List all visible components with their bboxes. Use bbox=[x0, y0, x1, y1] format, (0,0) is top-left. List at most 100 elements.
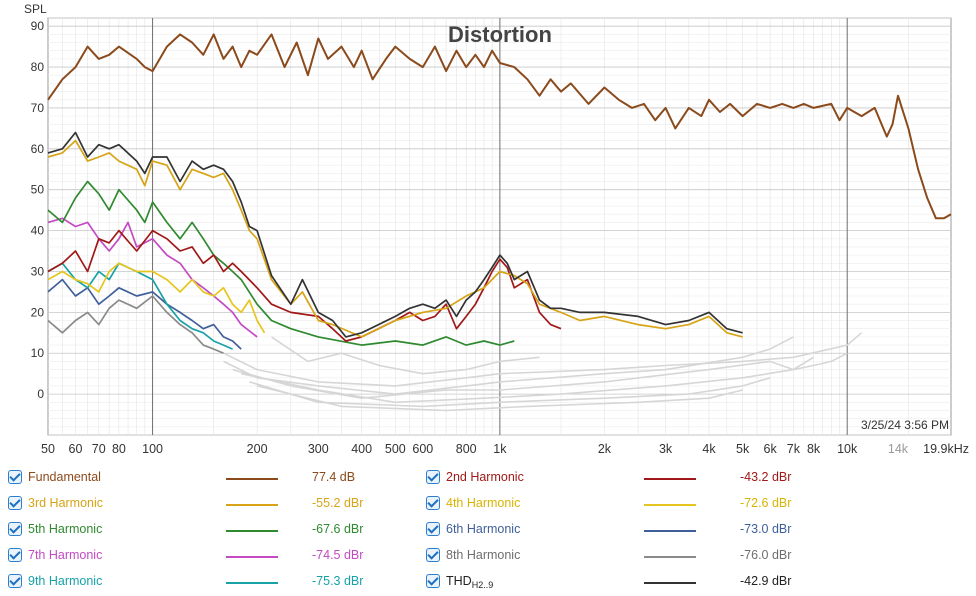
y-tick-label: 50 bbox=[31, 183, 45, 197]
legend-value: 77.4 dB bbox=[312, 470, 356, 484]
legend-label: 7th Harmonic bbox=[28, 548, 103, 562]
legend-checkbox[interactable] bbox=[426, 574, 440, 588]
legend-value: -75.3 dBr bbox=[312, 574, 364, 588]
legend-checkbox[interactable] bbox=[8, 496, 22, 510]
legend-label: 4th Harmonic bbox=[446, 496, 521, 510]
legend-swatch-line bbox=[644, 530, 696, 532]
legend-checkbox[interactable] bbox=[426, 548, 440, 562]
legend-item-8th-harmonic: 8th Harmonic -76.0 dBr bbox=[426, 544, 846, 566]
noise-trace bbox=[223, 336, 794, 395]
legend-swatch-line bbox=[644, 582, 696, 584]
noise-trace bbox=[249, 377, 771, 408]
legend-swatch-line bbox=[226, 504, 278, 506]
x-tick-label: 50 bbox=[41, 442, 55, 456]
legend-value: -74.5 dBr bbox=[312, 548, 364, 562]
legend-swatch-line bbox=[644, 478, 696, 480]
y-tick-label: 0 bbox=[37, 387, 44, 401]
legend-checkbox[interactable] bbox=[8, 522, 22, 536]
legend-checkbox[interactable] bbox=[426, 522, 440, 536]
y-tick-label: 30 bbox=[31, 264, 45, 278]
x-tick-label: 70 bbox=[92, 442, 106, 456]
legend-checkbox[interactable] bbox=[8, 548, 22, 562]
x-tick-label: 6k bbox=[764, 442, 778, 456]
legend-value: -76.0 dBr bbox=[740, 548, 792, 562]
y-tick-label: 90 bbox=[31, 19, 45, 33]
series-line-fundamental bbox=[47, 33, 952, 220]
legend-value: -72.6 dBr bbox=[740, 496, 792, 510]
x-tick-label: 2k bbox=[598, 442, 612, 456]
series-lines bbox=[47, 33, 952, 354]
legend-value: -67.6 dBr bbox=[312, 522, 364, 536]
y-tick-label: 40 bbox=[31, 224, 45, 238]
series-line-5th-harmonic bbox=[47, 180, 515, 346]
x-tick-label: 14k bbox=[888, 442, 909, 456]
x-tick-label: 3k bbox=[659, 442, 673, 456]
y-tick-label: 10 bbox=[31, 346, 45, 360]
legend: Fundamental 77.4 dB 2nd Harmonic -43.2 dBr 3… bbox=[0, 460, 976, 596]
x-tick-label: 10k bbox=[837, 442, 858, 456]
x-tick-label: 1k bbox=[493, 442, 507, 456]
series-line-7th-harmonic bbox=[47, 217, 258, 338]
x-tick-label: 100 bbox=[142, 442, 163, 456]
distortion-chart: 0 10 20 30 40 50 60 70 80 90 50 60 70 80 100 200 300 400 5… bbox=[24, 2, 969, 456]
noise-trace bbox=[256, 385, 743, 412]
x-tick-label: 5k bbox=[736, 442, 750, 456]
grid bbox=[47, 17, 952, 436]
legend-checkbox[interactable] bbox=[8, 574, 22, 588]
legend-swatch-line bbox=[226, 582, 278, 584]
y-tick-label: 80 bbox=[31, 60, 45, 74]
axes: 0 10 20 30 40 50 60 70 80 90 50 60 70 80 100 200 300 400 5… bbox=[31, 19, 969, 456]
legend-checkbox[interactable] bbox=[426, 470, 440, 484]
legend-swatch-line bbox=[226, 530, 278, 532]
series-line-9th-harmonic bbox=[47, 262, 233, 350]
legend-swatch-line bbox=[226, 478, 278, 480]
legend-label: 2nd Harmonic bbox=[446, 470, 524, 484]
legend-checkbox[interactable] bbox=[426, 496, 440, 510]
legend-label: Fundamental bbox=[28, 470, 101, 484]
legend-value: -42.9 dBr bbox=[740, 574, 792, 588]
x-tick-label: 8k bbox=[807, 442, 821, 456]
series-line-4th-harmonic bbox=[47, 262, 266, 334]
y-tick-label: 60 bbox=[31, 142, 45, 156]
legend-item-7th-harmonic: 7th Harmonic -74.5 dBr bbox=[8, 544, 428, 566]
legend-label: THDH2..9 bbox=[446, 574, 494, 590]
legend-item-thd: THDH2..9 -42.9 dBr bbox=[426, 570, 846, 592]
x-tick-label: 19.9kHz bbox=[923, 442, 969, 456]
x-tick-label: 4k bbox=[702, 442, 716, 456]
chart-title: Distortion bbox=[448, 22, 552, 47]
legend-item-6th-harmonic: 6th Harmonic -73.0 dBr bbox=[426, 518, 846, 540]
noise-trace bbox=[271, 336, 540, 375]
legend-swatch-line bbox=[226, 556, 278, 558]
series-line-2nd-harmonic bbox=[47, 229, 562, 342]
noise-trace bbox=[241, 356, 814, 404]
legend-item-fundamental: Fundamental 77.4 dB bbox=[8, 466, 428, 488]
series-line-3rd-harmonic bbox=[47, 139, 743, 338]
x-tick-label: 600 bbox=[412, 442, 433, 456]
legend-value: -43.2 dBr bbox=[740, 470, 792, 484]
series-line-8th-harmonic bbox=[47, 295, 224, 354]
x-tick-label: 200 bbox=[247, 442, 268, 456]
noise-traces bbox=[223, 332, 863, 412]
x-tick-label: 800 bbox=[456, 442, 477, 456]
series-line-6th-harmonic bbox=[47, 278, 242, 350]
legend-checkbox[interactable] bbox=[8, 470, 22, 484]
legend-label: 3rd Harmonic bbox=[28, 496, 104, 510]
noise-trace bbox=[232, 352, 848, 399]
legend-item-4th-harmonic: 4th Harmonic -72.6 dBr bbox=[426, 492, 846, 514]
legend-swatch-line bbox=[644, 504, 696, 506]
timestamp: 3/25/24 3:56 PM bbox=[861, 418, 949, 432]
y-axis-label: SPL bbox=[24, 2, 47, 16]
noise-trace bbox=[223, 332, 863, 387]
series-line-thd bbox=[47, 131, 743, 338]
y-tick-label: 70 bbox=[31, 101, 45, 115]
legend-item-5th-harmonic: 5th Harmonic -67.6 dBr bbox=[8, 518, 428, 540]
x-tick-label: 7k bbox=[787, 442, 801, 456]
legend-swatch-line bbox=[644, 556, 696, 558]
legend-label: 8th Harmonic bbox=[446, 548, 521, 562]
x-tick-label: 300 bbox=[308, 442, 329, 456]
legend-label: 9th Harmonic bbox=[28, 574, 103, 588]
x-tick-label: 400 bbox=[351, 442, 372, 456]
legend-label: 5th Harmonic bbox=[28, 522, 103, 536]
legend-value: -73.0 dBr bbox=[740, 522, 792, 536]
legend-label: 6th Harmonic bbox=[446, 522, 521, 536]
